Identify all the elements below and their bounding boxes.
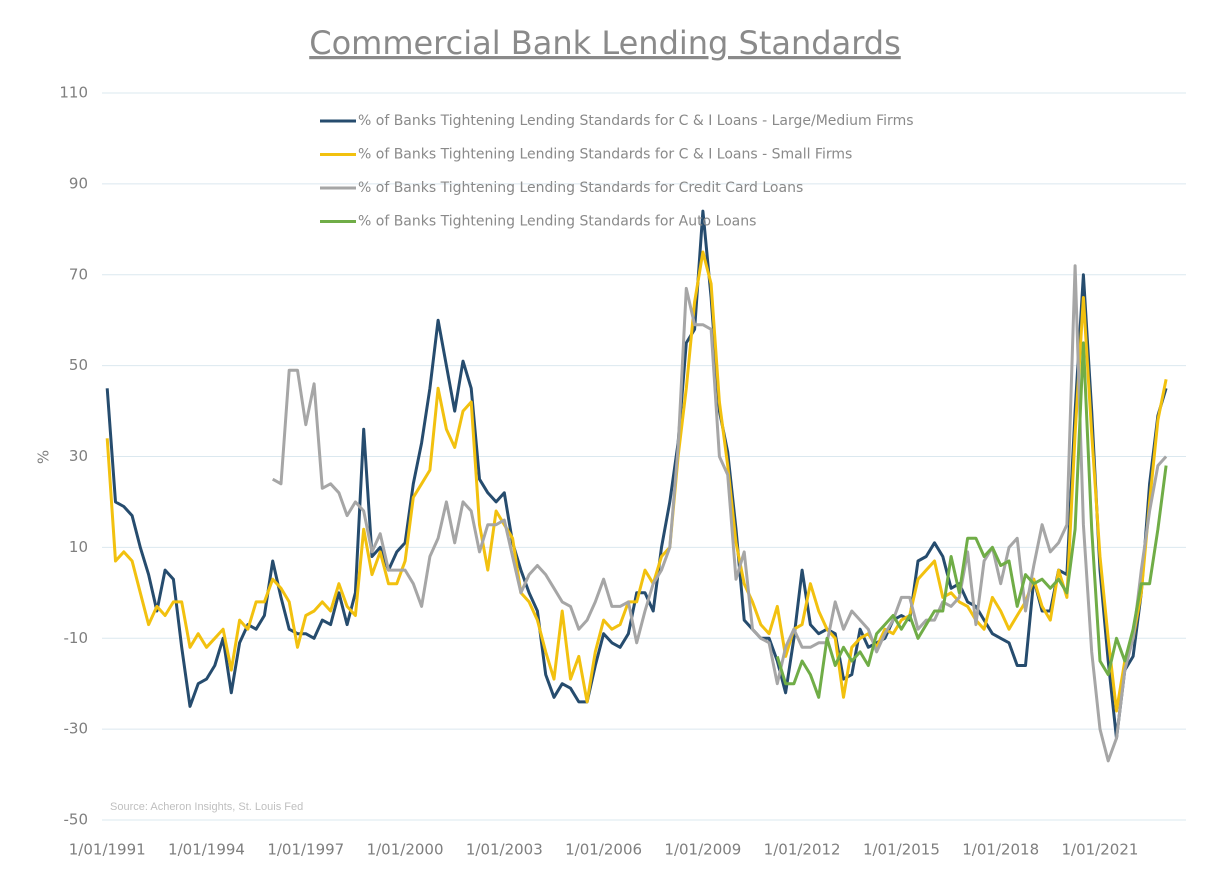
- series-line: [105, 209, 1168, 740]
- y-tick-label: -10: [64, 629, 89, 647]
- x-tick-label: 1/01/2009: [664, 841, 741, 859]
- x-tick-label: 1/01/2006: [565, 841, 642, 859]
- series-line: [271, 264, 1168, 763]
- legend-label: % of Banks Tightening Lending Standards …: [358, 180, 803, 196]
- y-tick-label: -50: [64, 811, 89, 829]
- x-tick-label: 1/01/2018: [962, 841, 1039, 859]
- y-tick-label: 70: [69, 265, 88, 283]
- x-tick-label: 1/01/1991: [69, 841, 146, 859]
- series-line: [775, 341, 1168, 699]
- x-tick-label: 1/01/1994: [168, 841, 245, 859]
- chart-title: Commercial Bank Lending Standards: [309, 24, 901, 62]
- x-tick-label: 1/01/2021: [1062, 841, 1139, 859]
- source-note: Source: Acheron Insights, St. Louis Fed: [110, 801, 303, 813]
- series-line: [105, 250, 1168, 713]
- x-tick-label: 1/01/1997: [267, 841, 344, 859]
- x-tick-label: 1/01/2003: [466, 841, 543, 859]
- x-tick-label: 1/01/2012: [764, 841, 841, 859]
- legend-label: % of Banks Tightening Lending Standards …: [358, 214, 756, 230]
- y-tick-label: -30: [64, 720, 89, 738]
- y-axis-label: %: [35, 450, 53, 464]
- legend-label: % of Banks Tightening Lending Standards …: [358, 147, 852, 163]
- legend-label: % of Banks Tightening Lending Standards …: [358, 113, 914, 129]
- x-tick-label: 1/01/2000: [367, 841, 444, 859]
- y-tick-label: 110: [59, 84, 88, 102]
- y-tick-label: 50: [69, 356, 88, 374]
- x-tick-label: 1/01/2015: [863, 841, 940, 859]
- y-tick-label: 30: [69, 447, 88, 465]
- y-tick-label: 10: [69, 538, 88, 556]
- y-tick-label: 90: [69, 174, 88, 192]
